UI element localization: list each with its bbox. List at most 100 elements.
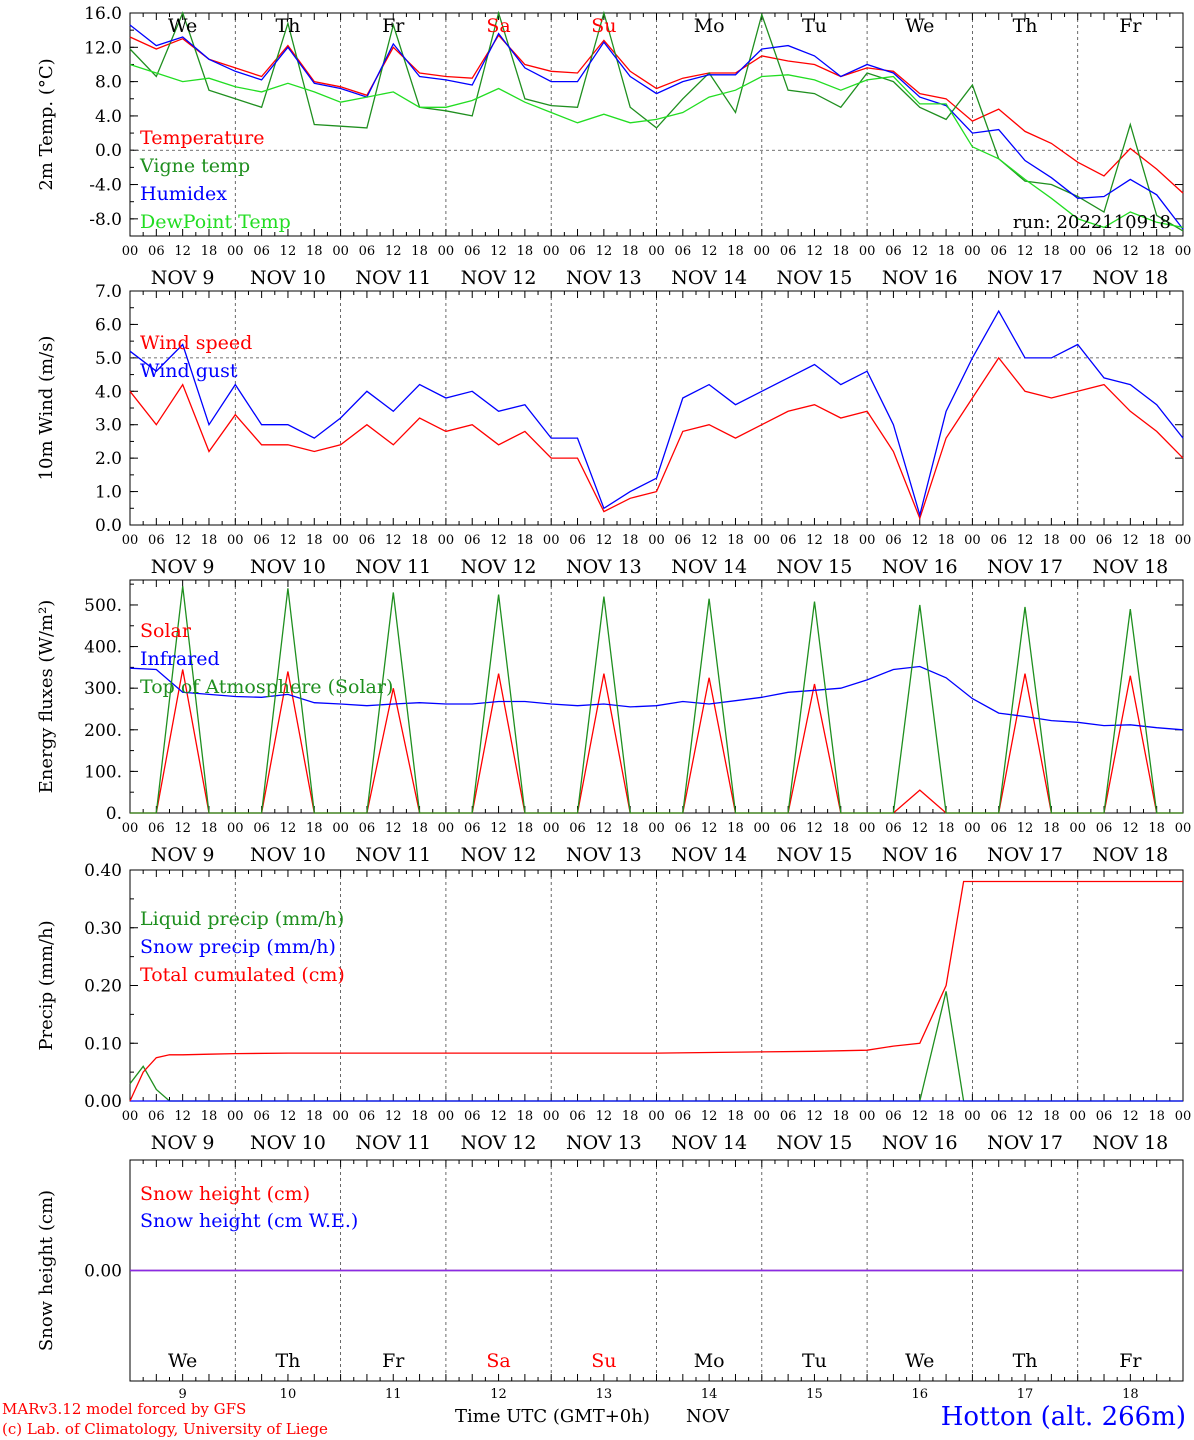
date-label: NOV 12 [461, 556, 537, 578]
x-axis-title: Time UTC (GMT+0h) [455, 1406, 650, 1427]
day-number-label: 10 [280, 1387, 297, 1402]
hour-label: 00 [648, 1109, 665, 1124]
y-tick-label: 300. [84, 679, 122, 699]
hour-label: 18 [833, 244, 850, 259]
hour-label: 00 [1069, 244, 1086, 259]
hour-label: 06 [885, 1109, 902, 1124]
date-label: NOV 14 [671, 1132, 747, 1154]
chart-panel-3: 500. 400. 300. 200. 100. 0. Energy fluxes (W/m… [36, 579, 1191, 866]
hour-label: 06 [675, 533, 692, 548]
hour-label: 00 [227, 1109, 244, 1124]
date-label: NOV 10 [250, 556, 326, 578]
date-label: NOV 14 [671, 267, 747, 289]
legend-entry: DewPoint Temp [140, 211, 291, 233]
series-line-dewpoint-temp [129, 63, 1184, 229]
date-label: NOV 16 [882, 556, 958, 578]
date-label: NOV 18 [1092, 556, 1168, 578]
hour-label: 18 [1148, 244, 1165, 259]
hour-label: 06 [990, 1109, 1007, 1124]
hour-label: 18 [411, 533, 428, 548]
hour-label: 12 [911, 244, 928, 259]
weekday-label: Su [591, 1350, 616, 1372]
hour-label: 12 [1122, 1109, 1139, 1124]
hour-label: 12 [1017, 821, 1034, 836]
date-label: NOV 15 [777, 556, 853, 578]
y-tick-label: 12.0 [84, 38, 122, 58]
hour-label: 12 [280, 244, 297, 259]
hour-label: 00 [438, 244, 455, 259]
y-tick-label: -8.0 [89, 210, 122, 230]
y-tick-label: 8.0 [95, 73, 122, 93]
hour-label: 18 [727, 244, 744, 259]
date-label: NOV 10 [250, 1132, 326, 1154]
hour-label: 18 [1148, 821, 1165, 836]
hour-label: 18 [833, 821, 850, 836]
hour-label: 18 [938, 1109, 955, 1124]
weekday-label: Fr [382, 15, 405, 37]
weekday-label: Tu [802, 15, 827, 37]
hour-label: 06 [990, 821, 1007, 836]
y-tick-label: 0. [106, 804, 122, 824]
hour-label: 06 [675, 821, 692, 836]
hour-label: 12 [1122, 533, 1139, 548]
hour-label: 00 [964, 821, 981, 836]
hour-label: 12 [174, 1109, 191, 1124]
date-label: NOV 16 [882, 267, 958, 289]
hour-label: 18 [622, 1109, 639, 1124]
hour-label: 12 [385, 1109, 402, 1124]
hour-label: 12 [701, 1109, 718, 1124]
hour-label: 12 [806, 533, 823, 548]
date-label: NOV 11 [355, 556, 431, 578]
hour-label: 00 [859, 244, 876, 259]
hour-label: 00 [648, 244, 665, 259]
date-label: NOV 16 [882, 844, 958, 866]
series-line-top-of-atmosphere-solar- [130, 586, 1183, 814]
hour-label: 06 [464, 1109, 481, 1124]
hour-label: 06 [359, 533, 376, 548]
y-tick-label: 0.30 [84, 919, 122, 939]
hour-label: 12 [701, 244, 718, 259]
series-line-infrared [129, 665, 1184, 731]
date-label: NOV 13 [566, 267, 642, 289]
day-number-label: 9 [179, 1387, 187, 1402]
hour-label: 00 [754, 244, 771, 259]
weekday-label: Th [1013, 15, 1038, 37]
series-line-temperature [129, 34, 1184, 194]
y-tick-label: 0.0 [95, 516, 122, 536]
hour-label: 18 [517, 244, 534, 259]
hour-label: 06 [990, 533, 1007, 548]
y-tick-label: 0.40 [84, 861, 122, 881]
hour-label: 06 [148, 533, 165, 548]
series-line-wind-speed [129, 356, 1184, 521]
hour-label: 18 [1043, 821, 1060, 836]
y-tick-label: 4.0 [95, 382, 122, 402]
y-tick-label: 500. [84, 596, 122, 616]
date-label: NOV 11 [355, 267, 431, 289]
hour-label: 12 [806, 1109, 823, 1124]
weekday-label: Tu [802, 1350, 827, 1372]
date-label: NOV 15 [777, 1132, 853, 1154]
hour-label: 12 [490, 821, 507, 836]
hour-label: 06 [780, 244, 797, 259]
hour-label: 06 [253, 533, 270, 548]
legend-entry: Snow height (cm W.E.) [140, 1210, 358, 1232]
date-label: NOV 18 [1092, 267, 1168, 289]
y-tick-label: 0.00 [84, 1262, 122, 1282]
hour-label: 12 [806, 244, 823, 259]
legend-entry: Total cumulated (cm) [140, 964, 345, 986]
hour-label: 18 [1148, 533, 1165, 548]
y-tick-label: 2.0 [95, 449, 122, 469]
hour-label: 12 [596, 533, 613, 548]
day-number-label: 15 [806, 1387, 823, 1402]
date-label: NOV 15 [777, 267, 853, 289]
hour-label: 00 [332, 533, 349, 548]
hour-label: 06 [148, 821, 165, 836]
hour-label: 00 [543, 533, 560, 548]
y-axis-label: Snow height (cm) [36, 1190, 57, 1351]
hour-label: 00 [754, 1109, 771, 1124]
date-label: NOV 12 [461, 844, 537, 866]
date-label: NOV 13 [566, 844, 642, 866]
hour-label: 00 [648, 821, 665, 836]
hour-label: 06 [464, 533, 481, 548]
hour-label: 06 [780, 1109, 797, 1124]
